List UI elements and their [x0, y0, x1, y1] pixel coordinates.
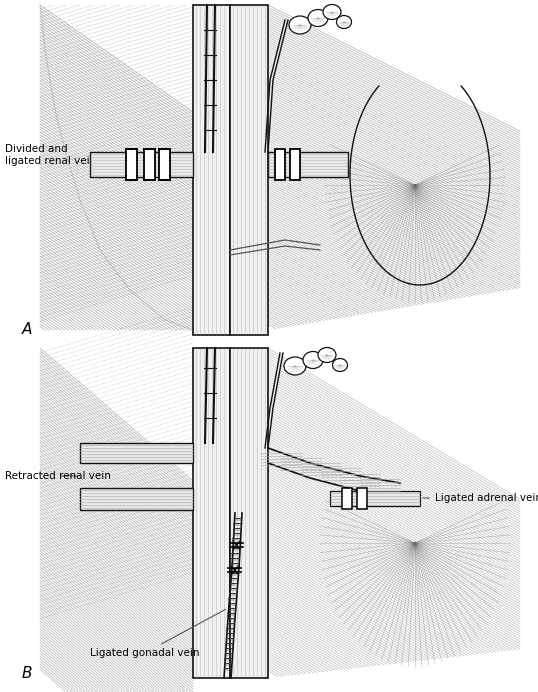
FancyBboxPatch shape: [275, 149, 285, 180]
FancyBboxPatch shape: [290, 149, 300, 180]
Ellipse shape: [284, 357, 306, 375]
Ellipse shape: [289, 16, 311, 34]
FancyBboxPatch shape: [159, 149, 170, 180]
Text: B: B: [22, 666, 32, 681]
FancyBboxPatch shape: [144, 149, 155, 180]
Bar: [193, 348, 230, 678]
FancyBboxPatch shape: [357, 488, 367, 509]
Bar: [330, 491, 420, 506]
Text: Ligated gonadal vein: Ligated gonadal vein: [90, 610, 225, 658]
Bar: [0, 5, 538, 335]
Bar: [230, 5, 268, 335]
Ellipse shape: [318, 347, 336, 363]
Ellipse shape: [332, 358, 348, 372]
Ellipse shape: [303, 352, 323, 369]
Ellipse shape: [323, 5, 341, 19]
Text: Divided and
ligated renal vein: Divided and ligated renal vein: [5, 144, 128, 166]
Bar: [80, 443, 193, 463]
Ellipse shape: [308, 10, 328, 26]
Bar: [0, 348, 538, 678]
Bar: [193, 5, 230, 335]
Text: Retracted renal vein: Retracted renal vein: [5, 471, 111, 481]
Bar: [80, 488, 193, 510]
FancyBboxPatch shape: [126, 149, 137, 180]
Bar: [268, 152, 348, 177]
Text: A: A: [22, 322, 32, 337]
Bar: [90, 152, 193, 177]
FancyBboxPatch shape: [342, 488, 352, 509]
Ellipse shape: [336, 15, 351, 28]
Text: Ligated adrenal vein: Ligated adrenal vein: [423, 493, 538, 503]
Bar: [230, 348, 268, 678]
